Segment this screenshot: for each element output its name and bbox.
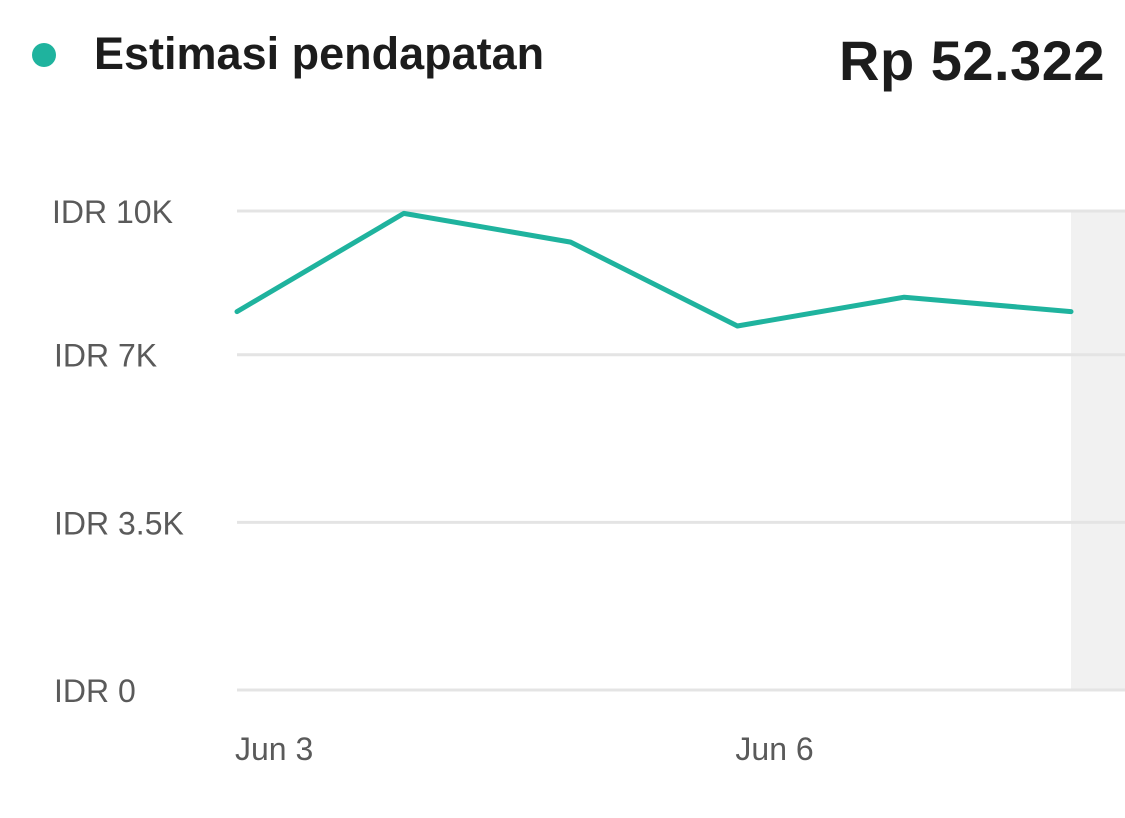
y-tick-label: IDR 0: [54, 673, 136, 709]
metric-name: Estimasi pendapatan: [94, 28, 545, 79]
legend-dot-icon: [32, 43, 56, 67]
chart-header: Estimasi pendapatan Rp 52.322: [0, 0, 1125, 120]
x-tick-label: Jun 6: [735, 731, 813, 767]
metric-total-value: Rp 52.322: [839, 29, 1105, 92]
selected-day-highlight: [1071, 210, 1125, 690]
y-tick-label: IDR 10K: [52, 194, 173, 230]
series-line: [234, 210, 1074, 329]
x-tick-label: Jun 3: [235, 731, 313, 767]
y-tick-label: IDR 7K: [54, 338, 157, 374]
y-tick-label: IDR 3.5K: [54, 505, 184, 541]
